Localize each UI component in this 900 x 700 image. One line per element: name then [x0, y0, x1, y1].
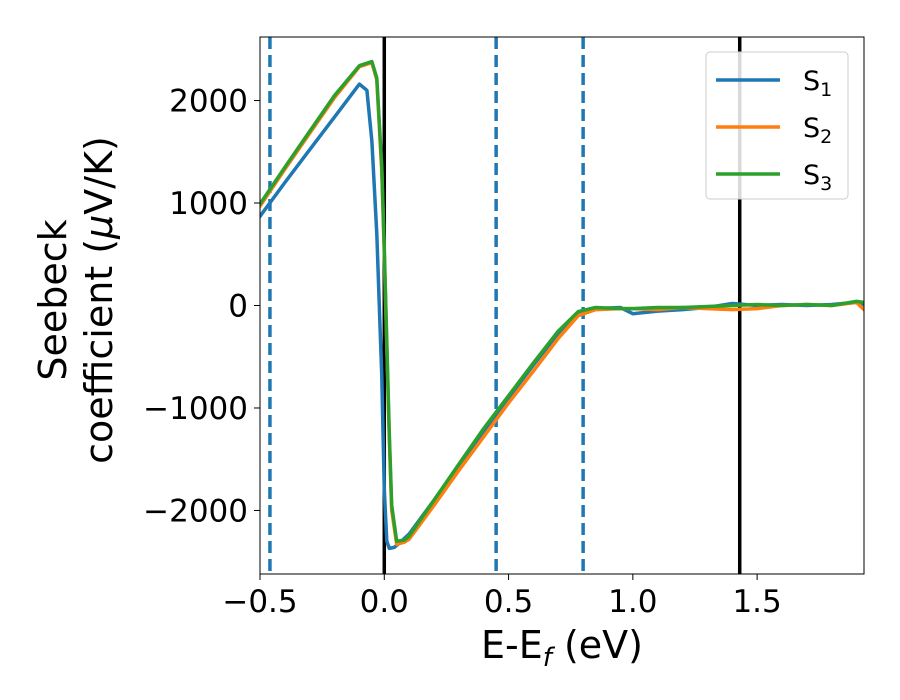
- x-tick-label: −0.5: [222, 584, 297, 620]
- legend: S1 S2 S3: [705, 51, 849, 200]
- y-tick-label: −1000: [143, 391, 248, 427]
- y-tick-label: 1000: [169, 186, 248, 222]
- x-axis-ticks: −0.5 0.0 0.5 1.0 1.5: [222, 574, 782, 620]
- x-tick-label: 0.5: [484, 584, 533, 620]
- series-line-s3: [260, 59, 864, 543]
- y-tick-label: −2000: [143, 493, 248, 529]
- x-axis-title: E-Ef (eV): [481, 623, 643, 673]
- legend-label-s2: S2: [803, 113, 832, 148]
- legend-label-s1: S1: [803, 66, 832, 101]
- y-axis-title-line2: coefficient (μV/K): [77, 136, 121, 464]
- y-axis-title-line1: Seebeck: [31, 219, 75, 380]
- x-tick-label: 1.0: [608, 584, 657, 620]
- y-tick-label: 0: [228, 289, 248, 325]
- x-tick-label: 0.0: [360, 584, 409, 620]
- y-axis-ticks: 2000 1000 0 −1000 −2000: [143, 84, 260, 529]
- legend-label-s3: S3: [803, 160, 832, 195]
- y-tick-label: 2000: [169, 84, 248, 120]
- y-axis-title: Seebeck coefficient (μV/K): [31, 136, 121, 464]
- x-tick-label: 1.5: [732, 584, 781, 620]
